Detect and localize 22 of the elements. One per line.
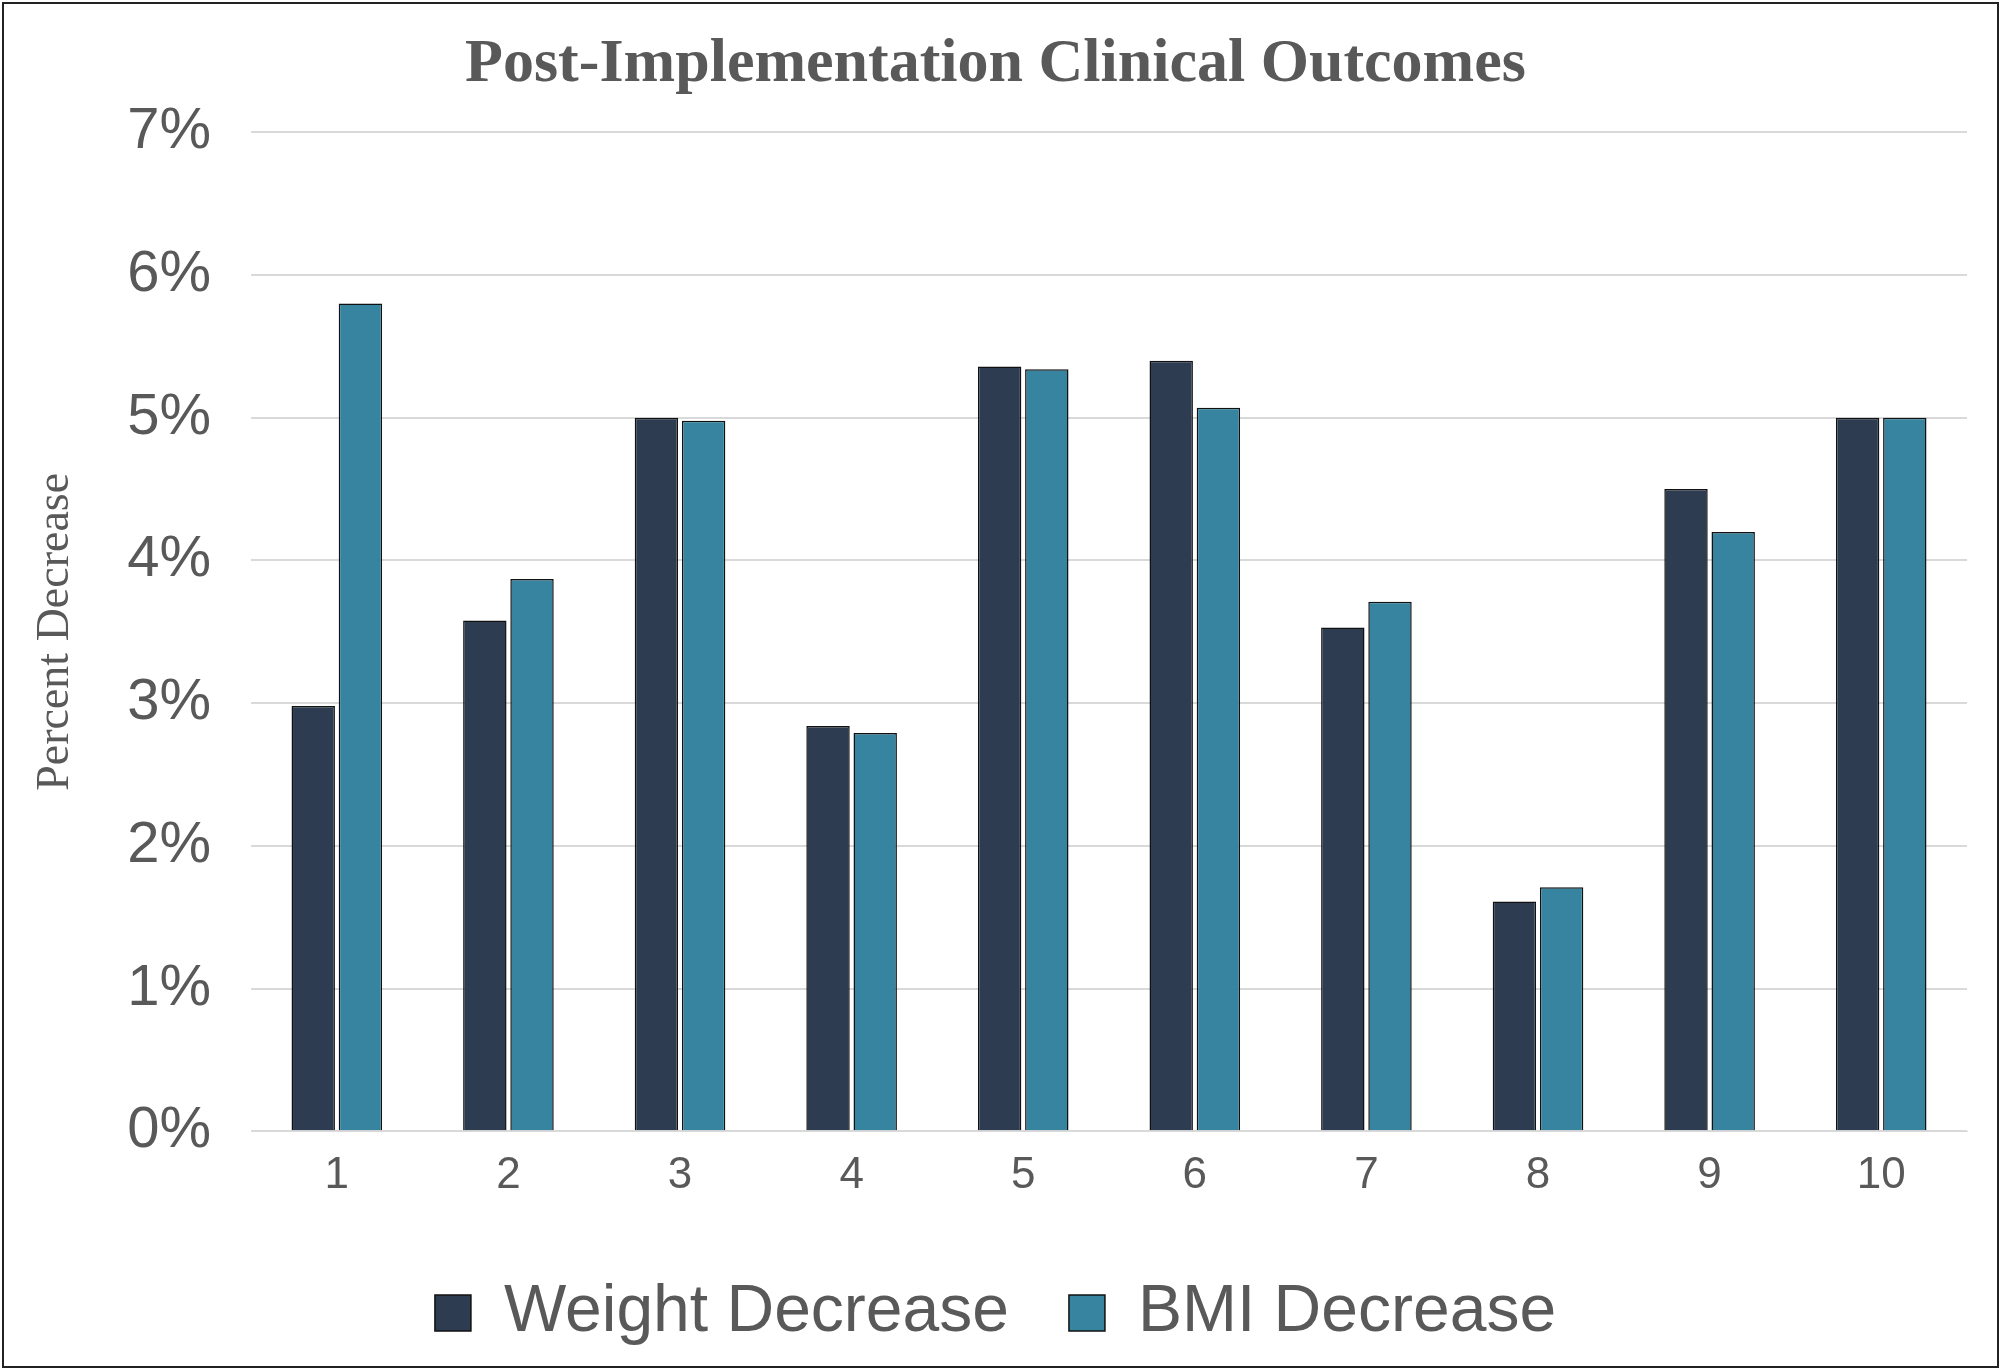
y-tick-label: 3% bbox=[127, 666, 212, 732]
x-tick-label: 10 bbox=[1856, 1147, 1906, 1197]
x-tick-label: 7 bbox=[1354, 1147, 1379, 1197]
x-tick-label: 6 bbox=[1182, 1147, 1208, 1197]
y-tick-label: 6% bbox=[127, 238, 212, 304]
legend-label: Weight Decrease bbox=[503, 1271, 1009, 1346]
x-tick-label: 9 bbox=[1697, 1147, 1722, 1197]
y-tick-label: 4% bbox=[127, 523, 212, 589]
chart-title: Post-Implementation Clinical Outcomes bbox=[465, 26, 1526, 95]
y-tick-label: 5% bbox=[127, 380, 212, 446]
y-tick-label: 2% bbox=[127, 808, 212, 874]
x-tick-label: 3 bbox=[667, 1147, 693, 1197]
y-tick-label: 0% bbox=[127, 1094, 212, 1160]
x-tick-label: 4 bbox=[839, 1147, 864, 1197]
y-tick-label: 1% bbox=[127, 951, 212, 1017]
x-tick-label: 2 bbox=[496, 1147, 521, 1197]
x-tick-label: 8 bbox=[1525, 1147, 1551, 1197]
y-tick-label: 7% bbox=[127, 95, 212, 161]
x-tick-label: 5 bbox=[1010, 1147, 1036, 1197]
y-axis-title: Percent Decrease bbox=[26, 472, 78, 791]
x-tick-label: 1 bbox=[324, 1147, 350, 1197]
legend-label: BMI Decrease bbox=[1137, 1271, 1557, 1346]
